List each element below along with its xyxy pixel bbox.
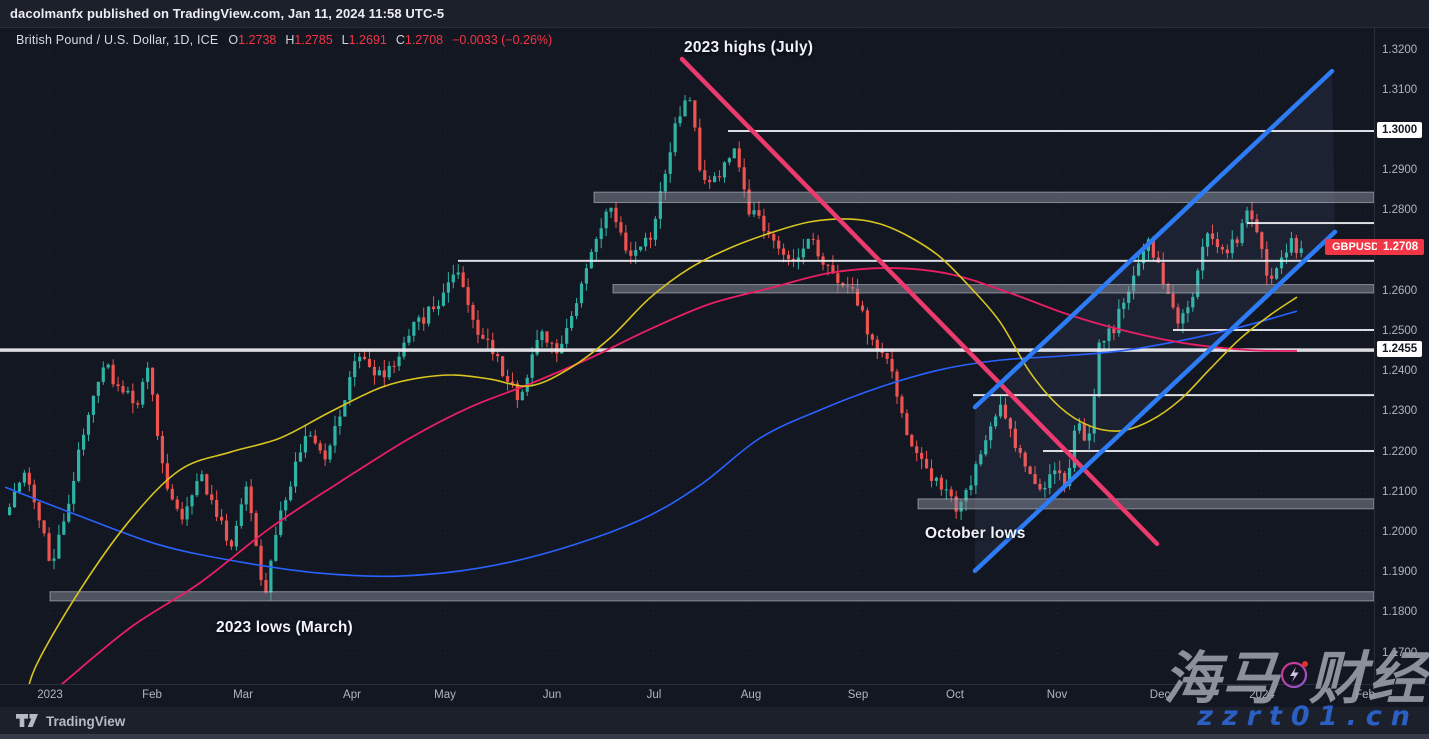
time-axis-label: Dec [1149, 689, 1171, 701]
tradingview-logo-link[interactable]: TradingView [16, 714, 125, 729]
time-axis-label: Mar [233, 689, 253, 701]
bottom-scrollbar[interactable] [0, 734, 1429, 739]
horizontal-level [0, 348, 1374, 352]
time-axis-divider [0, 684, 1429, 685]
price-axis-label: 1.2100 [1382, 485, 1418, 498]
horizontal-level [973, 394, 1374, 397]
price-axis-divider [1374, 28, 1375, 684]
price-axis-label: 1.3100 [1382, 83, 1418, 96]
time-axis-label: Apr [343, 689, 361, 701]
price-axis-boxed-label: 1.2455 [1377, 341, 1423, 358]
publisher-line: dacolmanfx published on TradingView.com,… [10, 6, 445, 21]
price-axis-label: 1.2500 [1382, 325, 1418, 337]
chart-canvas[interactable] [0, 0, 1374, 684]
price-axis-label: 1.2200 [1382, 445, 1418, 458]
ohlc-values: O1.2738 H1.2785 L1.2691 C1.2708 −0.0033 … [228, 33, 552, 47]
grid [0, 28, 1374, 684]
low-label: L [341, 33, 349, 47]
time-axis-label: Aug [740, 689, 762, 701]
ma-fast-yellow [28, 218, 1298, 684]
price-axis-label: 1.3200 [1382, 43, 1418, 56]
symbol-info-bar[interactable]: British Pound / U.S. Dollar, 1D, ICE O1.… [16, 33, 552, 47]
horizontal-level [1173, 328, 1374, 331]
header-divider [0, 27, 1429, 28]
support-resistance-zone [917, 498, 1374, 510]
time-axis-label: Jun [542, 689, 562, 701]
price-axis-label: 1.1700 [1382, 646, 1418, 659]
trendline-july-downtrend [679, 56, 1160, 547]
support-resistance-zone [612, 284, 1374, 294]
tradingview-wordmark: TradingView [46, 713, 126, 729]
tradingview-icon [16, 714, 38, 727]
time-axis-label: Oct [946, 689, 964, 701]
time-axis-label: Feb [1355, 689, 1375, 701]
price-axis-label: 1.1900 [1382, 566, 1418, 579]
time-axis-label: 2024 [1249, 689, 1275, 701]
horizontal-level [1247, 222, 1374, 225]
chart-annotation: October lows [925, 525, 1026, 542]
time-axis-label: May [434, 689, 456, 701]
price-axis-label: 1.2600 [1382, 284, 1418, 297]
price-axis-label: 1.1800 [1382, 606, 1418, 619]
change-value: −0.0033 (−0.26%) [452, 33, 553, 47]
close-label: C [395, 33, 405, 47]
current-price-symbol-tag: GBPUSD [1325, 239, 1387, 256]
chart-annotation: 2023 lows (March) [216, 619, 353, 636]
close-value: 1.2708 [404, 33, 444, 47]
price-axis-label: 1.2900 [1382, 164, 1418, 177]
chart-annotation: 2023 highs (July) [684, 39, 814, 56]
time-axis-label: Sep [847, 689, 869, 701]
price-axis-label: 1.2300 [1382, 405, 1418, 418]
price-axis-label: 1.2000 [1382, 526, 1418, 538]
low-value: 1.2691 [348, 33, 387, 47]
horizontal-level [458, 259, 1374, 262]
time-axis-label: 2023 [37, 689, 63, 701]
ascending-channel-fill [975, 71, 1335, 571]
time-axis-label: Jul [646, 689, 662, 701]
open-value: 1.2738 [238, 33, 277, 47]
ma-mid-pink [60, 267, 1298, 684]
time-axis-label: Feb [142, 689, 162, 701]
publish-header: dacolmanfx published on TradingView.com,… [0, 0, 1429, 27]
time-axis-label: Nov [1046, 689, 1068, 701]
symbol-title: British Pound / U.S. Dollar, 1D, ICE [16, 33, 219, 47]
current-price-axis-label: 1.2708 [1377, 239, 1425, 256]
high-value: 1.2785 [294, 33, 333, 47]
trendline-channel-upper [972, 68, 1335, 410]
trendline-channel-lower [972, 229, 1338, 574]
footer-bar: TradingView [0, 707, 1429, 735]
price-axis-label: 1.2400 [1382, 365, 1418, 378]
support-resistance-zone [593, 191, 1374, 204]
horizontal-level [728, 130, 1374, 132]
price-axis-boxed-label: 1.3000 [1377, 122, 1423, 138]
horizontal-level [1043, 449, 1374, 452]
open-label: O [228, 33, 239, 47]
price-axis-label: 1.2800 [1382, 204, 1418, 217]
high-label: H [285, 33, 295, 47]
support-resistance-zone [49, 591, 1374, 602]
ma-slow-blue [4, 310, 1298, 578]
